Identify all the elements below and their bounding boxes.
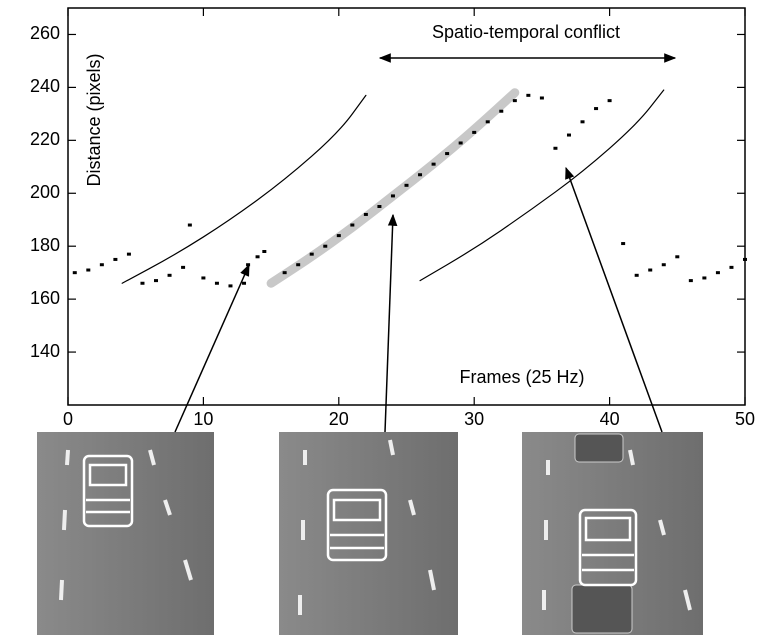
point bbox=[336, 234, 341, 238]
y-tick-label: 240 bbox=[30, 76, 60, 96]
point bbox=[350, 223, 355, 227]
point bbox=[242, 281, 247, 285]
point bbox=[154, 279, 159, 283]
y-tick-label: 160 bbox=[30, 288, 60, 308]
point bbox=[363, 212, 368, 216]
x-tick-label: 10 bbox=[193, 409, 213, 429]
x-tick-label: 30 bbox=[464, 409, 484, 429]
point bbox=[472, 130, 477, 134]
point bbox=[140, 281, 145, 285]
point bbox=[282, 271, 287, 275]
y-tick-label: 260 bbox=[30, 23, 60, 43]
curve bbox=[266, 88, 520, 288]
point bbox=[621, 242, 626, 246]
point bbox=[72, 271, 77, 275]
point bbox=[675, 255, 680, 259]
point bbox=[485, 120, 490, 124]
y-axis-label: Distance (pixels) bbox=[84, 53, 104, 186]
photo bbox=[522, 432, 703, 635]
point bbox=[661, 263, 666, 267]
photo-panels bbox=[37, 432, 703, 635]
point bbox=[126, 252, 131, 256]
plot-frame bbox=[67, 7, 746, 406]
point bbox=[181, 265, 186, 269]
point bbox=[743, 257, 747, 261]
point bbox=[607, 99, 612, 103]
point bbox=[512, 99, 517, 103]
point bbox=[580, 120, 585, 124]
x-tick-label: 0 bbox=[63, 409, 73, 429]
point bbox=[377, 205, 382, 208]
point bbox=[458, 141, 463, 145]
point bbox=[201, 276, 206, 280]
point bbox=[99, 263, 104, 267]
point bbox=[404, 183, 409, 187]
point bbox=[309, 252, 314, 256]
x-axis-label: Frames (25 Hz) bbox=[459, 367, 584, 387]
point bbox=[566, 133, 571, 137]
point bbox=[296, 263, 301, 267]
point bbox=[445, 152, 450, 156]
annotation: Spatio-temporal conflict bbox=[432, 22, 620, 42]
point bbox=[167, 273, 172, 277]
curve bbox=[419, 89, 665, 282]
point bbox=[390, 194, 395, 198]
curve bbox=[121, 94, 367, 284]
point bbox=[431, 162, 436, 166]
point bbox=[539, 96, 544, 100]
point bbox=[688, 279, 693, 283]
x-tick-label: 50 bbox=[735, 409, 755, 429]
point bbox=[255, 255, 260, 259]
point bbox=[729, 265, 734, 269]
point bbox=[499, 109, 504, 113]
point bbox=[648, 268, 653, 272]
point bbox=[86, 268, 91, 272]
point bbox=[418, 173, 423, 177]
pointer-arrows bbox=[174, 166, 663, 433]
point bbox=[594, 107, 599, 111]
x-tick-label: 40 bbox=[600, 409, 620, 429]
point bbox=[214, 281, 219, 285]
photo bbox=[37, 432, 214, 635]
point bbox=[553, 146, 558, 150]
point bbox=[323, 244, 328, 248]
y-tick-label: 200 bbox=[30, 182, 60, 202]
point bbox=[262, 249, 267, 253]
point bbox=[526, 93, 531, 97]
pointer-arrow bbox=[565, 166, 663, 433]
x-tick-label: 20 bbox=[329, 409, 349, 429]
pointer-arrow bbox=[384, 213, 398, 433]
photo bbox=[279, 432, 458, 635]
y-tick-label: 180 bbox=[30, 235, 60, 255]
point bbox=[634, 273, 639, 277]
pointer-arrow bbox=[174, 263, 250, 433]
point bbox=[702, 276, 707, 280]
plot-area: 140 160 180 200 220 240 260 0 10 20 30 40 50 bbox=[30, 7, 755, 429]
point bbox=[187, 223, 192, 227]
point bbox=[113, 257, 118, 261]
point bbox=[715, 271, 720, 275]
point bbox=[228, 284, 233, 288]
y-tick-label: 220 bbox=[30, 129, 60, 149]
y-tick-label: 140 bbox=[30, 341, 60, 361]
